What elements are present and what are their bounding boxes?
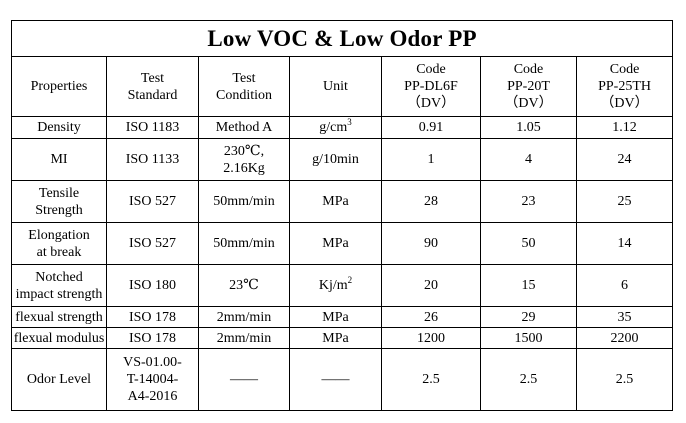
value-cell: 4: [480, 138, 577, 181]
property-cell: flexual strength: [11, 306, 107, 328]
table-row: Density ISO 1183 Method A g/cm3 0.91 1.0…: [11, 116, 674, 139]
unit-cell: MPa: [289, 306, 382, 328]
value-cell: 25: [575, 180, 674, 223]
code-suffix: （DV）: [406, 96, 456, 111]
condition-cell: 2mm/min: [198, 306, 290, 328]
header-test-condition-line: Test: [232, 70, 256, 86]
standard-cell: VS-01.00- T-14004- A4-2016: [106, 348, 199, 411]
condition-cell: 50mm/min: [198, 180, 290, 223]
header-test-standard-line: Test: [140, 70, 165, 86]
unit-cell: g/cm3: [289, 116, 382, 139]
table-row: flexual strength ISO 178 2mm/min MPa 26 …: [11, 306, 674, 328]
value-cell: 90: [381, 222, 481, 265]
header-code-pp-25th: Code PP-25TH （DV）: [575, 56, 674, 117]
header-properties: Properties: [11, 56, 107, 117]
value-cell: 20: [381, 264, 481, 307]
code-name: PP-DL6F: [404, 79, 458, 94]
property-cell: Tensile Strength: [11, 180, 107, 223]
header-code-pp-dl6f: Code PP-DL6F （DV）: [381, 56, 481, 117]
condition-cell: 2mm/min: [198, 327, 290, 349]
unit-cell: MPa: [289, 327, 382, 349]
value-cell: 1.05: [480, 116, 577, 139]
value-cell: 23: [480, 180, 577, 223]
value-cell: 26: [381, 306, 481, 328]
value-cell: 1500: [480, 327, 577, 349]
unit-cell: Kj/m2: [289, 264, 382, 307]
value-cell: 15: [480, 264, 577, 307]
header-row: Properties Test Standard Test Condition …: [11, 56, 674, 117]
header-test-standard-line: Standard: [127, 87, 178, 103]
value-cell: 14: [575, 222, 674, 265]
value-cell: 1: [381, 138, 481, 181]
unit-cell: MPa: [289, 222, 382, 265]
value-cell: 2.5: [480, 348, 577, 411]
standard-cell: ISO 527: [106, 222, 199, 265]
code-name: PP-25TH: [598, 79, 651, 94]
value-cell: 1200: [381, 327, 481, 349]
property-cell: Elongation at break: [11, 222, 107, 265]
value-cell: 0.91: [381, 116, 481, 139]
header-test-condition: Test Condition: [198, 56, 290, 117]
value-cell: 2200: [575, 327, 674, 349]
code-label: Code: [416, 62, 446, 77]
header-test-condition-line: Condition: [215, 87, 272, 103]
table-title: Low VOC & Low Odor PP: [10, 20, 674, 57]
table-row: Notched impact strength ISO 180 23℃ Kj/m…: [11, 264, 674, 307]
properties-table: Low VOC & Low Odor PP Properties Test St…: [10, 20, 674, 411]
standard-cell: ISO 527: [106, 180, 199, 223]
value-cell: 24: [575, 138, 674, 181]
value-cell: 1.12: [575, 116, 674, 139]
value-cell: 28: [381, 180, 481, 223]
value-cell: 35: [575, 306, 674, 328]
unit-superscript: 3: [347, 117, 352, 127]
value-cell: 2.5: [575, 348, 674, 411]
unit-cell: g/10min: [289, 138, 382, 181]
header-test-standard: Test Standard: [106, 56, 199, 117]
code-label: Code: [513, 62, 544, 77]
header-unit: Unit: [289, 56, 382, 117]
standard-cell: ISO 1133: [106, 138, 199, 181]
standard-cell: ISO 180: [106, 264, 199, 307]
value-cell: 50: [480, 222, 577, 265]
unit-superscript: 2: [347, 275, 353, 285]
code-name: PP-20T: [507, 79, 550, 94]
standard-cell: ISO 178: [106, 306, 199, 328]
unit-cell: ——: [289, 348, 382, 411]
condition-cell: Method A: [198, 116, 290, 139]
table-row: Elongation at break ISO 527 50mm/min MPa…: [11, 222, 674, 265]
property-cell: Notched impact strength: [11, 264, 107, 307]
value-cell: 2.5: [381, 348, 481, 411]
value-cell: 6: [575, 264, 674, 307]
standard-cell: ISO 178: [106, 327, 199, 349]
table-row: MI ISO 1133 230℃, 2.16Kg g/10min 1 4 24: [11, 138, 674, 181]
property-cell: flexual modulus: [11, 327, 107, 349]
property-cell: MI: [11, 138, 107, 181]
table-row: Tensile Strength ISO 527 50mm/min MPa 28…: [11, 180, 674, 223]
property-cell: Density: [11, 116, 107, 139]
property-cell: Odor Level: [11, 348, 107, 411]
table-row: Odor Level VS-01.00- T-14004- A4-2016 ——…: [11, 348, 674, 411]
value-cell: 29: [480, 306, 577, 328]
condition-cell: 230℃, 2.16Kg: [198, 138, 290, 181]
condition-cell: 23℃: [198, 264, 290, 307]
code-suffix: （DV）: [600, 96, 649, 111]
unit-cell: MPa: [289, 180, 382, 223]
standard-cell: ISO 1183: [106, 116, 199, 139]
code-label: Code: [609, 62, 640, 77]
condition-cell: 50mm/min: [198, 222, 290, 265]
header-code-pp-20t: Code PP-20T （DV）: [480, 56, 577, 117]
code-suffix: （DV）: [504, 96, 553, 111]
table-row: flexual modulus ISO 178 2mm/min MPa 1200…: [11, 327, 674, 349]
title-row: Low VOC & Low Odor PP: [10, 20, 674, 57]
condition-cell: ——: [198, 348, 290, 411]
